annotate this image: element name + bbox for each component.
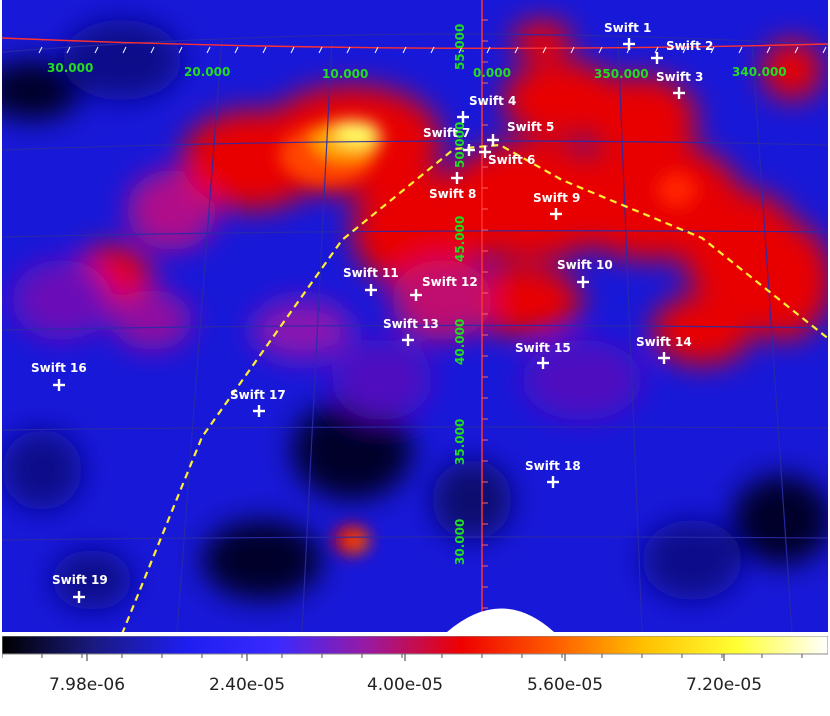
source-label: Swift 16 — [31, 361, 87, 375]
source-label: Swift 12 — [422, 275, 478, 289]
source-label: Swift 10 — [557, 258, 613, 272]
latitude-label: 40.000 — [453, 319, 467, 365]
colorbar: 7.98e-06 2.40e-05 4.00e-05 5.60e-05 7.20e-05 — [1, 635, 829, 711]
source-marker: Swift 3 — [656, 70, 703, 99]
source-label: Swift 15 — [515, 341, 571, 355]
source-marker: Swift 7 — [423, 126, 475, 156]
latitude-label: 45.000 — [453, 216, 467, 262]
longitude-label: 0.000 — [473, 66, 511, 80]
latitude-label: 30.000 — [453, 519, 467, 565]
latitude-label: 50.000 — [453, 122, 467, 168]
sky-map-svg: 30.000 20.000 10.000 0.000 350.000 340.000 55.… — [2, 0, 828, 632]
colorbar-tick-label: 2.40e-05 — [209, 675, 285, 695]
source-label: Swift 13 — [383, 317, 439, 331]
source-marker: Swift 1 — [604, 21, 651, 50]
source-marker: Swift 8 — [429, 172, 476, 201]
saturated-region — [447, 608, 554, 632]
longitude-label: 340.000 — [732, 65, 787, 79]
source-label: Swift 2 — [666, 39, 713, 53]
grid-labels: 30.000 20.000 10.000 0.000 350.000 340.000 55.… — [47, 24, 787, 565]
source-marker: Swift 9 — [533, 191, 580, 220]
source-marker: Swift 17 — [230, 388, 286, 417]
source-label: Swift 17 — [230, 388, 286, 402]
colorbar-gradient — [1, 635, 829, 655]
colorbar-tick-label: 7.20e-05 — [686, 675, 762, 695]
colorbar-tick-label: 7.98e-06 — [49, 675, 125, 695]
source-marker: Swift 12 — [410, 275, 478, 301]
map-boundary — [2, 37, 828, 54]
longitude-label: 30.000 — [47, 61, 93, 75]
colorbar-ticks: 7.98e-06 2.40e-05 4.00e-05 5.60e-05 7.20e-05 — [1, 654, 803, 695]
source-marker: Swift 4 — [457, 94, 516, 123]
colorbar-tick-label: 4.00e-05 — [367, 675, 443, 695]
source-marker: Swift 6 — [479, 146, 535, 167]
source-label: Swift 5 — [507, 120, 554, 134]
source-label: Swift 4 — [469, 94, 516, 108]
source-label: Swift 19 — [52, 573, 108, 587]
source-marker: Swift 13 — [383, 317, 439, 346]
intensity-peaks — [279, 120, 697, 555]
source-marker: Swift 14 — [636, 335, 692, 364]
source-label: Swift 11 — [343, 266, 399, 280]
source-marker: Swift 2 — [651, 39, 713, 64]
source-marker: Swift 16 — [31, 361, 87, 391]
source-marker: Swift 5 — [487, 120, 554, 146]
source-marker: Swift 15 — [515, 341, 571, 369]
source-label: Swift 14 — [636, 335, 692, 349]
source-label: Swift 9 — [533, 191, 580, 205]
latitude-label: 35.000 — [453, 419, 467, 465]
source-marker: Swift 11 — [343, 266, 399, 296]
source-label: Swift 1 — [604, 21, 651, 35]
yellow-contour — [121, 143, 828, 632]
longitude-label: 350.000 — [594, 67, 649, 81]
source-marker: Swift 10 — [557, 258, 613, 288]
source-marker: Swift 18 — [525, 459, 581, 488]
longitude-label: 10.000 — [322, 67, 368, 81]
source-label: Swift 3 — [656, 70, 703, 84]
longitude-label: 20.000 — [184, 65, 230, 79]
source-marker: Swift 19 — [52, 573, 108, 603]
source-label: Swift 18 — [525, 459, 581, 473]
source-label: Swift 6 — [488, 153, 535, 167]
sky-map: 30.000 20.000 10.000 0.000 350.000 340.000 55.… — [2, 0, 828, 632]
colorbar-svg: 7.98e-06 2.40e-05 4.00e-05 5.60e-05 7.20e-05 — [1, 635, 829, 695]
coordinate-grid — [2, 0, 828, 632]
source-label: Swift 7 — [423, 126, 470, 140]
source-label: Swift 8 — [429, 187, 476, 201]
colorbar-tick-label: 5.60e-05 — [527, 675, 603, 695]
latitude-label: 55.000 — [453, 24, 467, 70]
source-markers: Swift 1 Swift 2 Swift 3 Swift 4 Swift 5 Swift… — [31, 21, 713, 603]
